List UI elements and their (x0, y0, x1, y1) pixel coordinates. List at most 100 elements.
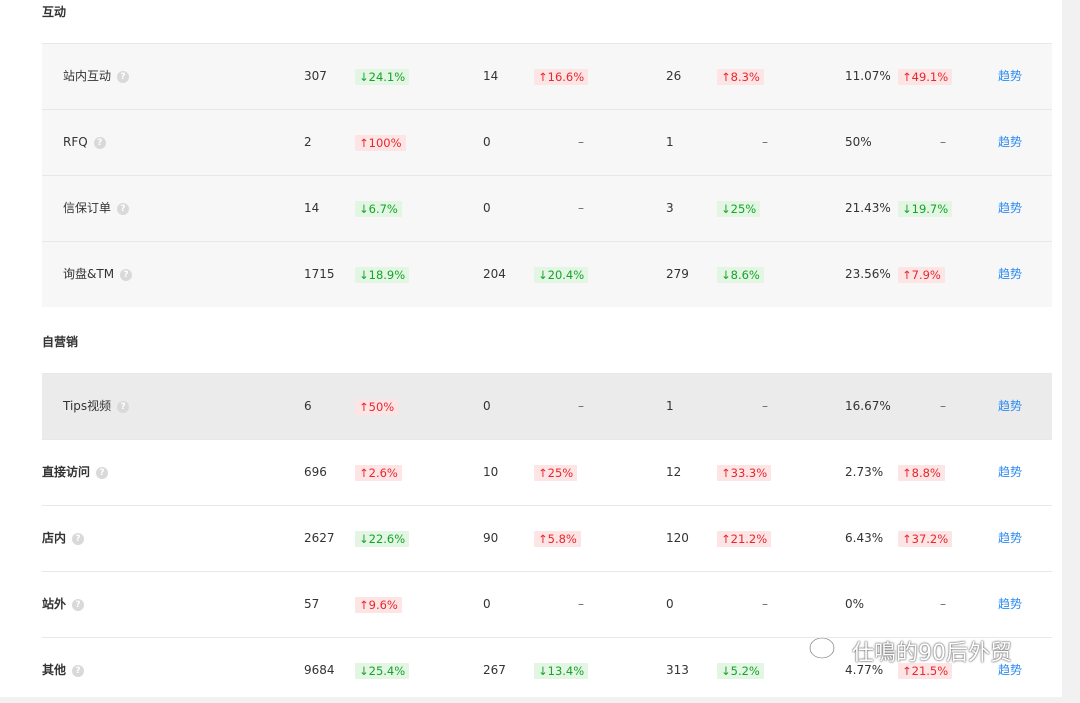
wechat-icon (808, 636, 844, 664)
inquiries-value: 267 (483, 663, 506, 677)
feedback-value: 3 (666, 201, 674, 215)
inquiries-value: 0 (483, 399, 491, 413)
row-label: 站外? (42, 572, 85, 637)
table-row-site-interaction: 站内互动? 307 ↓24.1% 14 ↑16.6% 26 ↑8.3% 11.0… (42, 43, 1052, 109)
trend-link[interactable]: 趋势 (998, 465, 1023, 479)
rate-value: 0% (845, 597, 865, 611)
visitors-change-badge: ↑100% (355, 135, 406, 151)
table-row-other: 其他? 9684 ↓25.4% 267 ↓13.4% 313 ↓5.2% 4.7… (42, 637, 1052, 703)
feedback-change-badge: ↑33.3% (717, 465, 772, 481)
feedback-value: 12 (666, 465, 682, 479)
row-name: Tips视频 (63, 399, 112, 413)
help-icon[interactable]: ? (72, 664, 85, 677)
feedback-value: 26 (666, 69, 682, 83)
row-name: 信保订单 (63, 201, 112, 215)
table-row-rfq: RFQ? 2 ↑100% 0 – 1 – 50% – 趋势 (42, 109, 1052, 175)
table-row-inquiry-tm: 询盘&TM? 1715 ↓18.9% 204 ↓20.4% 279 ↓8.6% … (42, 241, 1052, 307)
feedback-change-badge: ↑21.2% (717, 531, 772, 547)
inquiries-change-empty: – (578, 597, 584, 611)
inquiries-change-empty: – (578, 399, 584, 413)
row-name: 询盘&TM (63, 267, 115, 281)
rate-change-badge: ↑7.9% (898, 267, 945, 283)
help-icon[interactable]: ? (93, 136, 106, 149)
feedback-value: 279 (666, 267, 689, 281)
table-row-trade-assurance: 信保订单? 14 ↓6.7% 0 – 3 ↓25% 21.43% ↓19.7% … (42, 175, 1052, 241)
rate-value: 23.56% (845, 267, 891, 281)
inquiries-change-empty: – (578, 135, 584, 149)
visitors-value: 2627 (304, 531, 335, 545)
feedback-change-badge: ↓25% (717, 201, 761, 217)
feedback-value: 313 (666, 663, 689, 677)
visitors-value: 1715 (304, 267, 335, 281)
visitors-change-badge: ↑2.6% (355, 465, 402, 481)
feedback-value: 1 (666, 135, 674, 149)
help-icon[interactable]: ? (117, 202, 130, 215)
row-label: 其他? (42, 638, 85, 703)
trend-link[interactable]: 趋势 (998, 399, 1023, 413)
visitors-change-badge: ↓24.1% (355, 69, 410, 85)
row-label: 直接访问? (42, 440, 109, 505)
rate-value: 6.43% (845, 531, 884, 545)
visitors-value: 696 (304, 465, 327, 479)
visitors-change-badge: ↓6.7% (355, 201, 402, 217)
rate-change-empty: – (940, 597, 946, 611)
row-label: 站内互动? (63, 44, 130, 109)
row-name: RFQ (63, 135, 88, 149)
trend-link[interactable]: 趋势 (998, 201, 1023, 215)
trend-link[interactable]: 趋势 (998, 663, 1023, 677)
table-row-off-site: 站外? 57 ↑9.6% 0 – 0 – 0% – 趋势 (42, 571, 1052, 637)
table-row-in-store: 店内? 2627 ↓22.6% 90 ↑5.8% 120 ↑21.2% 6.43… (42, 505, 1052, 571)
section-title-interaction: 互动 (42, 5, 67, 19)
table-row-tips-video: Tips视频? 6 ↑50% 0 – 1 – 16.67% – 趋势 (42, 373, 1052, 439)
visitors-value: 57 (304, 597, 320, 611)
row-label: Tips视频? (63, 374, 130, 439)
inquiries-change-empty: – (578, 201, 584, 215)
rate-change-badge: ↑8.8% (898, 465, 945, 481)
table-row-direct-visit: 直接访问? 696 ↑2.6% 10 ↑25% 12 ↑33.3% 2.73% … (42, 439, 1052, 505)
trend-link[interactable]: 趋势 (998, 69, 1023, 83)
help-icon[interactable]: ? (120, 268, 133, 281)
feedback-change-badge: ↓5.2% (717, 663, 764, 679)
rate-change-badge: ↓19.7% (898, 201, 953, 217)
row-label: RFQ? (63, 110, 106, 175)
feedback-change-badge: ↓8.6% (717, 267, 764, 283)
watermark-text: 仕鳴的90后外贸 (852, 641, 1012, 666)
traffic-source-table: 互动 站内互动? 307 ↓24.1% 14 ↑16.6% 26 ↑8.3% 1… (0, 0, 1062, 697)
visitors-value: 14 (304, 201, 320, 215)
visitors-value: 6 (304, 399, 312, 413)
feedback-change-empty: – (762, 597, 768, 611)
inquiries-value: 0 (483, 135, 491, 149)
feedback-value: 120 (666, 531, 689, 545)
rate-value: 50% (845, 135, 872, 149)
feedback-change-empty: – (762, 399, 768, 413)
help-icon[interactable]: ? (96, 466, 109, 479)
help-icon[interactable]: ? (117, 70, 130, 83)
inquiries-value: 14 (483, 69, 499, 83)
row-name: 其他 (42, 663, 67, 677)
trend-link[interactable]: 趋势 (998, 597, 1023, 611)
visitors-change-badge: ↓22.6% (355, 531, 410, 547)
row-name: 直接访问 (42, 465, 91, 479)
row-label: 信保订单? (63, 176, 130, 241)
section-title-self-marketing: 自营销 (42, 335, 79, 349)
inquiries-value: 10 (483, 465, 499, 479)
inquiries-value: 0 (483, 201, 491, 215)
help-icon[interactable]: ? (72, 532, 85, 545)
trend-link[interactable]: 趋势 (998, 267, 1023, 281)
visitors-change-badge: ↓25.4% (355, 663, 410, 679)
visitors-change-badge: ↑9.6% (355, 597, 402, 613)
row-name: 店内 (42, 531, 67, 545)
rate-value: 21.43% (845, 201, 891, 215)
help-icon[interactable]: ? (72, 598, 85, 611)
rate-value: 2.73% (845, 465, 884, 479)
inquiries-value: 90 (483, 531, 499, 545)
visitors-value: 2 (304, 135, 312, 149)
visitors-change-badge: ↑50% (355, 399, 399, 415)
watermark: 仕鳴的90后外贸 (808, 634, 1012, 668)
rate-value: 16.67% (845, 399, 891, 413)
trend-link[interactable]: 趋势 (998, 531, 1023, 545)
rate-change-badge: ↑49.1% (898, 69, 953, 85)
inquiries-change-badge: ↓20.4% (534, 267, 589, 283)
help-icon[interactable]: ? (117, 400, 130, 413)
trend-link[interactable]: 趋势 (998, 135, 1023, 149)
